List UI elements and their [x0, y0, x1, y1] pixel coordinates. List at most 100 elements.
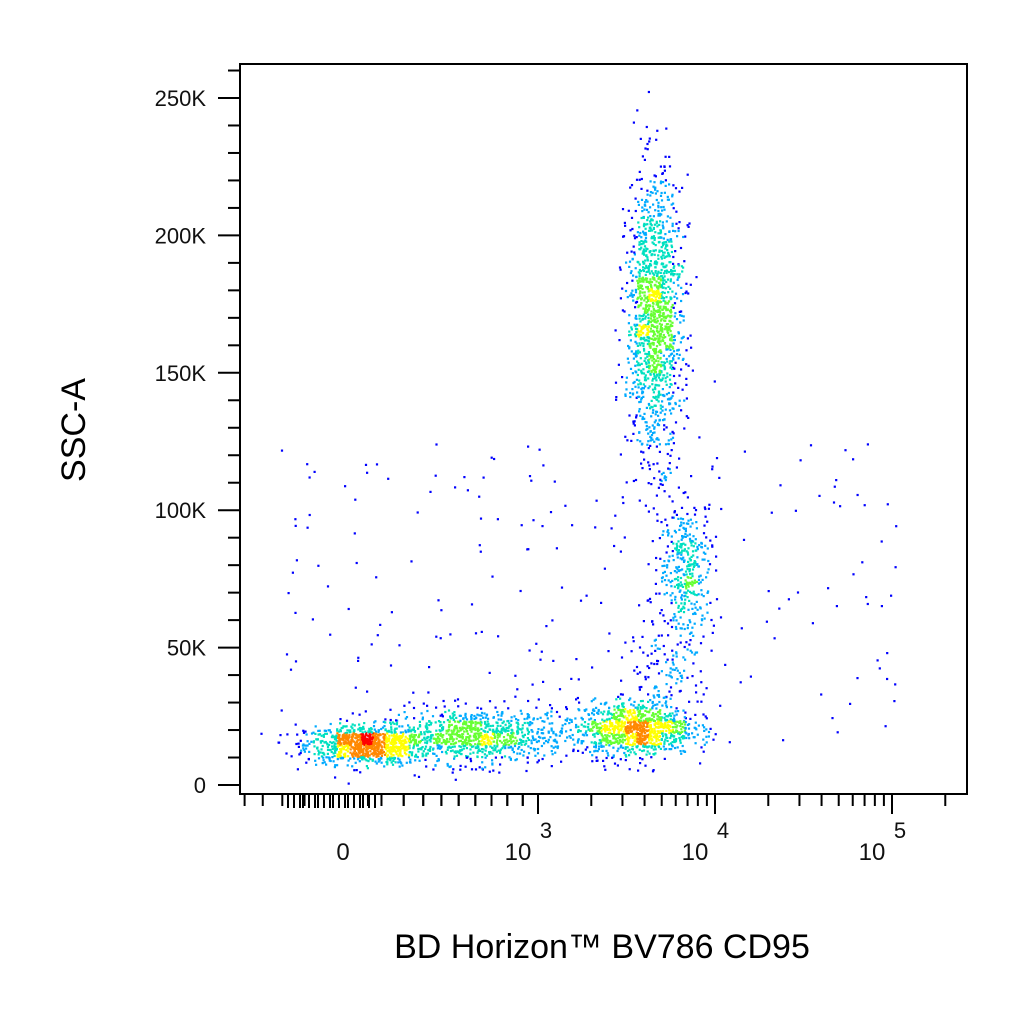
event-dot — [390, 726, 393, 729]
event-dot — [428, 720, 431, 723]
event-dot — [580, 740, 583, 743]
event-dot — [372, 734, 375, 737]
event-dot — [646, 200, 649, 203]
event-dot — [584, 748, 587, 751]
event-dot — [391, 739, 394, 742]
event-dot — [591, 729, 594, 732]
event-dot — [637, 368, 640, 371]
event-dot — [323, 753, 326, 756]
event-dot — [408, 751, 412, 754]
event-dot — [652, 769, 655, 772]
event-dot — [658, 735, 661, 738]
event-dot — [277, 741, 280, 744]
event-dot — [577, 739, 580, 742]
event-dot — [624, 394, 627, 397]
event-dot — [491, 724, 495, 727]
event-dot — [636, 728, 639, 731]
event-dot — [596, 723, 599, 726]
event-dot — [360, 733, 363, 736]
event-dot — [428, 724, 431, 727]
event-dot — [528, 475, 532, 478]
event-dot — [692, 535, 695, 538]
event-dot — [646, 277, 649, 280]
event-dot — [423, 731, 426, 734]
event-dot — [594, 721, 597, 724]
event-dot — [353, 757, 356, 760]
event-dot — [329, 748, 332, 752]
event-dot — [651, 356, 654, 359]
event-dot — [317, 733, 320, 736]
event-dot — [674, 720, 677, 723]
event-dot — [649, 734, 652, 737]
event-dot — [376, 754, 379, 757]
event-dot — [663, 270, 667, 273]
event-dot — [627, 730, 630, 733]
event-dot — [344, 752, 347, 755]
event-dot — [395, 727, 398, 730]
event-dot — [684, 579, 687, 582]
event-dot — [648, 385, 651, 388]
event-dot — [435, 740, 438, 743]
event-dot — [374, 730, 378, 733]
event-dot — [373, 736, 377, 739]
event-dot — [704, 515, 707, 518]
event-dot — [687, 564, 690, 568]
event-dot — [665, 700, 668, 703]
event-dot — [614, 734, 617, 737]
event-dot — [501, 712, 504, 715]
event-dot — [636, 706, 639, 709]
event-dot — [528, 649, 531, 652]
event-dot — [577, 729, 580, 732]
event-dot — [322, 735, 325, 738]
event-dot — [630, 439, 633, 442]
event-dot — [648, 294, 651, 297]
event-dot — [687, 416, 690, 419]
event-dot — [618, 339, 621, 342]
event-dot — [675, 577, 678, 580]
event-dot — [398, 725, 401, 728]
event-dot — [479, 550, 482, 553]
event-dot — [647, 267, 650, 270]
event-dot — [639, 719, 642, 722]
event-dot — [668, 409, 672, 412]
event-dot — [558, 715, 561, 718]
event-dot — [359, 771, 362, 774]
event-dot — [386, 745, 389, 748]
event-dot — [657, 285, 660, 288]
event-dot — [343, 754, 346, 757]
event-dot — [689, 540, 692, 543]
event-dot — [649, 180, 652, 183]
event-dot — [707, 735, 710, 738]
event-dot — [644, 357, 647, 360]
event-dot — [400, 747, 403, 750]
event-dot — [500, 756, 504, 759]
event-dot — [491, 730, 494, 733]
event-dot — [654, 359, 658, 362]
event-dot — [625, 742, 628, 745]
event-dot — [470, 723, 473, 726]
event-dot — [587, 728, 590, 731]
event-dot — [647, 729, 650, 732]
event-dot — [604, 734, 607, 737]
event-dot — [478, 736, 481, 739]
event-dot — [474, 736, 477, 739]
event-dot — [658, 299, 661, 303]
event-dot — [631, 227, 634, 231]
event-dot — [470, 603, 474, 606]
event-dot — [818, 494, 821, 497]
event-dot — [345, 744, 348, 747]
event-dot — [644, 743, 647, 746]
event-dot — [637, 349, 640, 352]
event-dot — [386, 743, 390, 746]
event-dot — [659, 371, 662, 374]
event-dot — [699, 581, 702, 584]
event-dot — [673, 354, 676, 357]
event-dot — [681, 558, 684, 561]
event-dot — [635, 350, 638, 353]
event-dot — [517, 723, 520, 726]
event-dot — [638, 709, 642, 712]
event-dot — [647, 718, 650, 721]
event-dot — [655, 220, 658, 223]
event-dot — [454, 486, 457, 489]
event-dot — [394, 761, 397, 764]
